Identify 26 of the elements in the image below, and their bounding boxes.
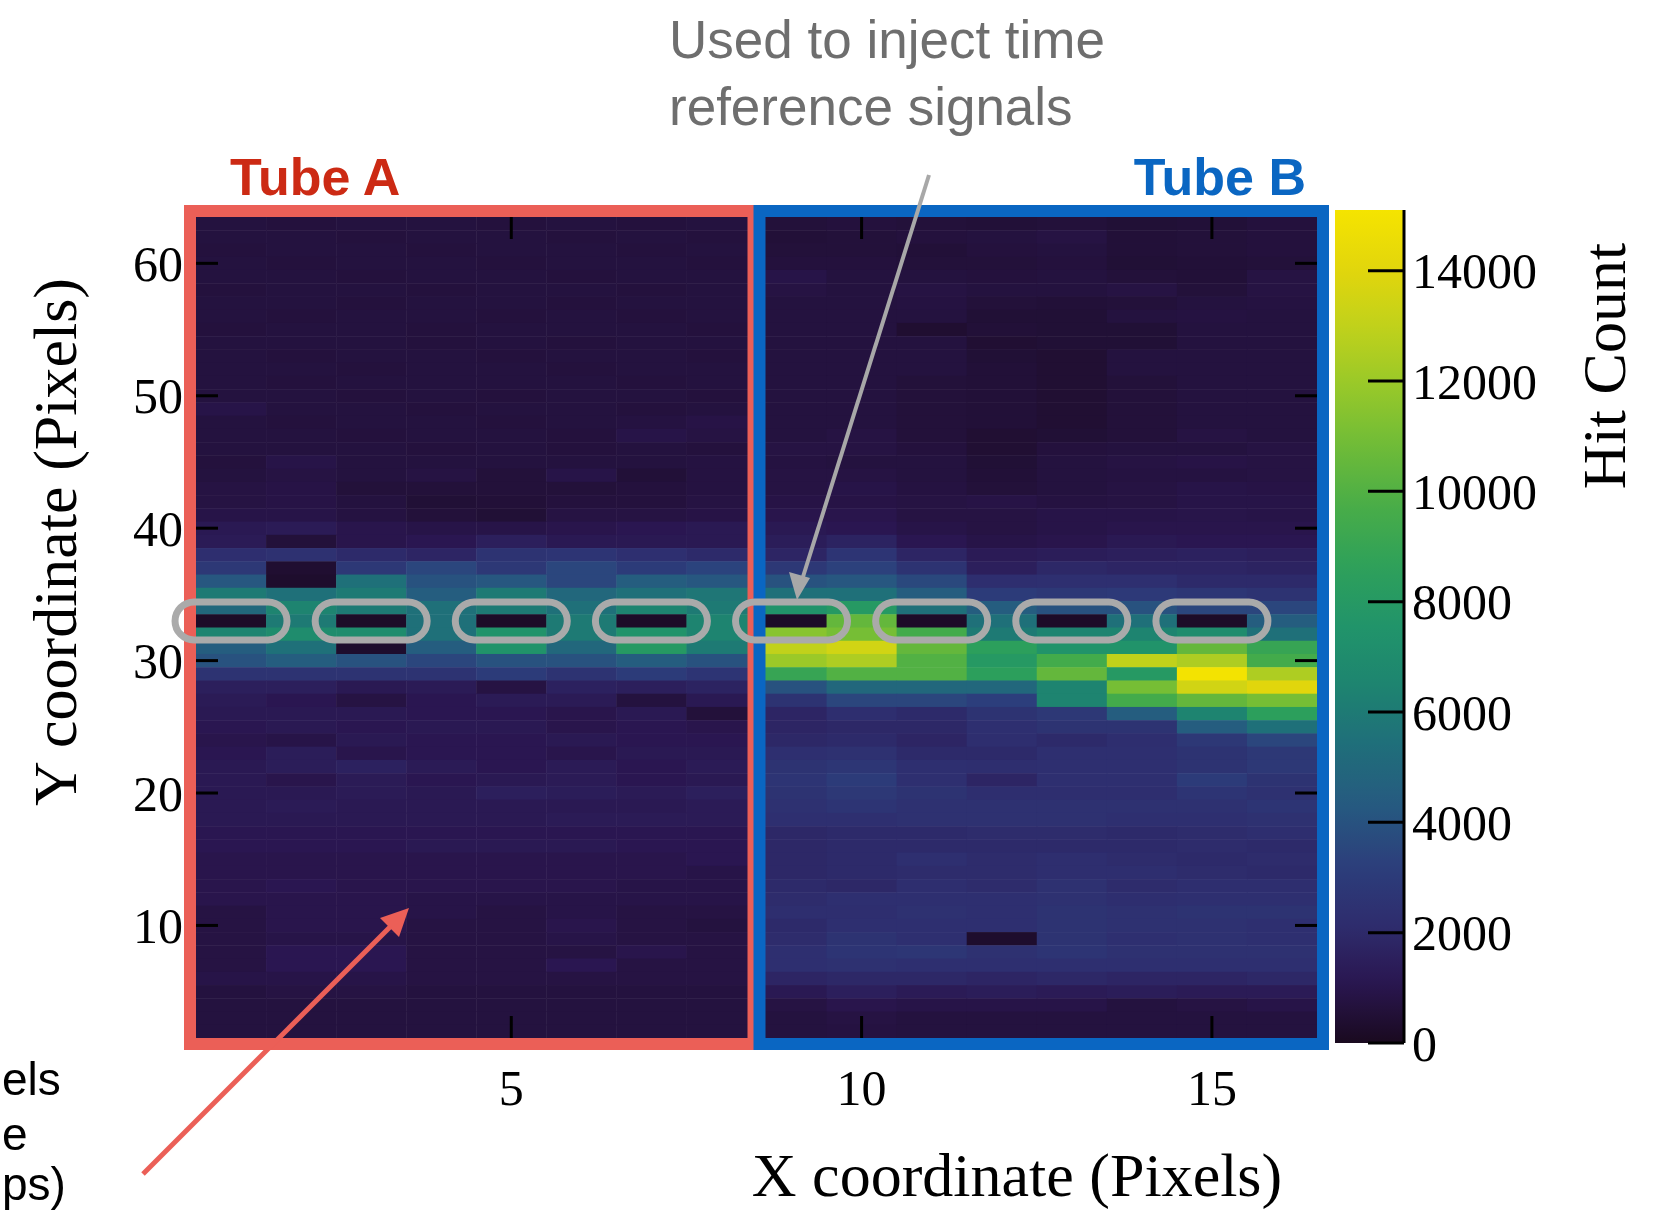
color-bar-label: 8000: [1412, 574, 1512, 631]
y-tick-label: 20: [133, 765, 183, 822]
color-bar-label: 6000: [1412, 684, 1512, 741]
color-bar-label: 4000: [1412, 794, 1512, 851]
color-bar-label: 2000: [1412, 905, 1512, 962]
x-tick-label: 15: [1186, 1060, 1237, 1116]
color-bar-label: 12000: [1412, 353, 1537, 410]
text: ps): [2, 1158, 66, 1210]
text: e: [2, 1108, 28, 1160]
y-tick-label: 10: [133, 897, 183, 954]
x-tick-label: 10: [836, 1060, 887, 1116]
y-tick-label: 50: [133, 368, 183, 425]
color-bar-label: 10000: [1412, 463, 1537, 520]
y-tick-label: 30: [133, 633, 183, 690]
text: els: [2, 1053, 61, 1105]
text: Tube B: [1133, 148, 1306, 206]
text: Tube A: [230, 148, 401, 206]
y-axis-title: Y coordinate (Pixels): [21, 278, 90, 806]
color-bar-title: Hit Count: [1570, 242, 1638, 490]
x-axis-title: X coordinate (Pixels): [751, 1141, 1283, 1210]
y-tick-label: 60: [133, 235, 183, 292]
x-tick-label: 5: [498, 1060, 524, 1116]
color-bar-label: 14000: [1412, 243, 1537, 300]
y-tick-label: 40: [133, 500, 183, 557]
text: Used to inject time reference signals: [669, 10, 1105, 137]
color-bar-label: 0: [1412, 1015, 1437, 1072]
